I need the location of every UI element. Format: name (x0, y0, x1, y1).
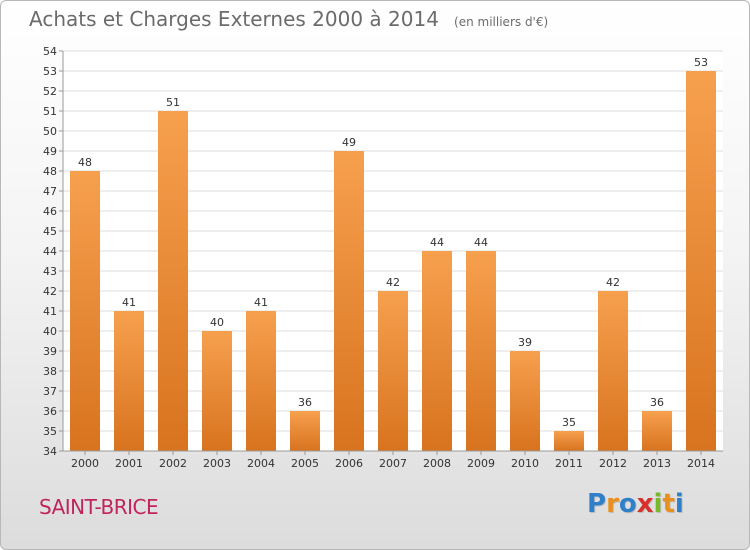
bar-value-label: 48 (78, 156, 92, 169)
brand-letter: r (606, 489, 619, 519)
y-tick-label: 35 (43, 425, 57, 438)
x-tick-label: 2003 (203, 457, 231, 470)
chart-unit: (en milliers d'€) (454, 15, 549, 29)
bar-value-label: 51 (166, 96, 180, 109)
chart-title: Achats et Charges Externes 2000 à 2014 (29, 7, 439, 31)
brand-letter: o (618, 489, 637, 519)
bar-value-label: 36 (298, 396, 312, 409)
y-tick-label: 34 (43, 445, 57, 458)
y-tick-label: 50 (43, 125, 57, 138)
bar-value-label: 42 (386, 276, 400, 289)
brand-letter: x (636, 489, 654, 519)
bar (422, 251, 452, 451)
brand-logo: Proxiti (587, 489, 684, 519)
brand-letter: P (587, 489, 607, 519)
x-tick-label: 2012 (599, 457, 627, 470)
bar (554, 431, 584, 451)
x-tick-label: 2008 (423, 457, 451, 470)
y-tick-label: 46 (43, 205, 57, 218)
y-tick-label: 45 (43, 225, 57, 238)
bar (290, 411, 320, 451)
x-tick-label: 2004 (247, 457, 275, 470)
bar (334, 151, 364, 451)
x-tick-label: 2011 (555, 457, 583, 470)
x-tick-label: 2010 (511, 457, 539, 470)
x-tick-label: 2013 (643, 457, 671, 470)
y-tick-label: 42 (43, 285, 57, 298)
bar (466, 251, 496, 451)
title-row: Achats et Charges Externes 2000 à 2014 (… (29, 7, 548, 31)
bar (642, 411, 672, 451)
bar-value-label: 41 (254, 296, 268, 309)
bar-value-label: 36 (650, 396, 664, 409)
x-tick-label: 2014 (687, 457, 715, 470)
y-tick-label: 39 (43, 345, 57, 358)
y-tick-label: 36 (43, 405, 57, 418)
bar-value-label: 40 (210, 316, 224, 329)
bar-value-label: 44 (474, 236, 488, 249)
brand-letter: i (674, 489, 684, 519)
bar (114, 311, 144, 451)
bar (598, 291, 628, 451)
x-tick-label: 2006 (335, 457, 363, 470)
bar-value-label: 42 (606, 276, 620, 289)
x-tick-label: 2001 (115, 457, 143, 470)
bar-value-label: 53 (694, 56, 708, 69)
town-name: SAINT-BRICE (39, 495, 159, 519)
bar (158, 111, 188, 451)
bar-value-label: 35 (562, 416, 576, 429)
bar (510, 351, 540, 451)
bar (378, 291, 408, 451)
x-tick-label: 2000 (71, 457, 99, 470)
bar-value-label: 41 (122, 296, 136, 309)
bar (246, 311, 276, 451)
y-tick-label: 44 (43, 245, 57, 258)
y-tick-label: 49 (43, 145, 57, 158)
y-tick-label: 53 (43, 65, 57, 78)
x-tick-label: 2007 (379, 457, 407, 470)
x-tick-label: 2005 (291, 457, 319, 470)
y-tick-label: 38 (43, 365, 57, 378)
bar-value-label: 49 (342, 136, 356, 149)
x-tick-label: 2009 (467, 457, 495, 470)
y-tick-label: 51 (43, 105, 57, 118)
y-tick-label: 47 (43, 185, 57, 198)
y-tick-label: 40 (43, 325, 57, 338)
y-tick-label: 37 (43, 385, 57, 398)
y-tick-label: 48 (43, 165, 57, 178)
bar-value-label: 39 (518, 336, 532, 349)
bar (202, 331, 232, 451)
brand-letter: i (653, 489, 663, 519)
bar-value-label: 44 (430, 236, 444, 249)
bar (686, 71, 716, 451)
x-tick-label: 2002 (159, 457, 187, 470)
y-tick-label: 52 (43, 85, 57, 98)
bar (70, 171, 100, 451)
brand-letter: t (662, 489, 675, 519)
y-tick-label: 41 (43, 305, 57, 318)
y-tick-label: 54 (43, 45, 57, 58)
y-tick-label: 43 (43, 265, 57, 278)
